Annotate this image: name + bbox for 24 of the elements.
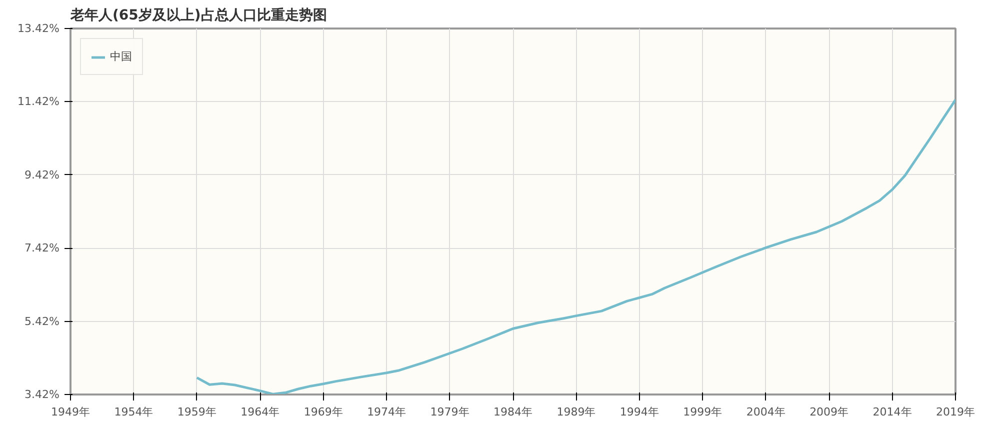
x-tick-label: 1979年 xyxy=(430,406,470,418)
x-tick-label: 1984年 xyxy=(494,406,533,418)
y-tick-label: 11.42% xyxy=(18,95,60,108)
x-tick-label: 1949年 xyxy=(51,406,90,418)
x-tick-label: 1969年 xyxy=(304,406,343,418)
x-tick-label: 1954年 xyxy=(114,406,154,418)
y-tick-label: 13.42% xyxy=(18,22,60,35)
x-tick-label: 2014年 xyxy=(872,406,912,418)
y-tick-label: 7.42% xyxy=(24,242,60,255)
y-tick-label: 5.42% xyxy=(24,314,60,328)
chart-title: 老年人(65岁及以上)占总人口比重走势图 xyxy=(70,8,327,24)
x-tick-label: 2019年 xyxy=(936,406,976,418)
x-tick-label: 1974年 xyxy=(367,406,406,418)
x-tick-label: 2004年 xyxy=(746,406,786,418)
x-tick-label: 2009年 xyxy=(810,406,849,418)
x-tick-label: 1989年 xyxy=(556,406,596,418)
line-series xyxy=(196,98,956,394)
legend-label: 中国 xyxy=(110,49,132,64)
y-tick-label: 9.42% xyxy=(24,168,60,182)
y-tick-label: 3.42% xyxy=(24,388,60,401)
x-tick-label: 1994年 xyxy=(620,406,659,418)
x-tick-label: 1999年 xyxy=(683,406,722,418)
x-tick-label: 1959年 xyxy=(177,406,216,418)
x-tick-label: 1964年 xyxy=(240,406,280,418)
